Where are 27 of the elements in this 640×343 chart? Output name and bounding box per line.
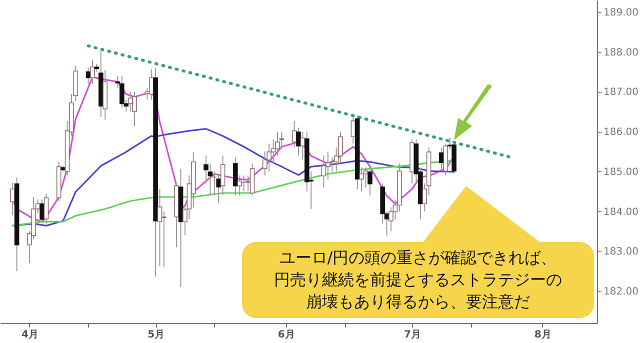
y-tick-label: 183.00 [604, 246, 638, 258]
x-tick-label: 4月 [21, 330, 38, 340]
y-tick-label: 188.00 [604, 47, 638, 58]
annotation: ユーロ/円の頭の重さが確認できれば、円売り継続を前提とするストラテジーの崩壊もあり得るから、要注意だ [273, 247, 563, 313]
candlestick [132, 91, 137, 127]
candlestick [40, 198, 44, 224]
candlestick [120, 75, 124, 108]
y-tick-label: 185.00 [604, 166, 638, 178]
y-tick-label: 186.00 [604, 127, 638, 138]
candlestick [44, 192, 49, 224]
candlestick [233, 157, 238, 196]
x-tick-label: 7月 [404, 330, 421, 340]
y-tick-label: 189.00 [604, 7, 638, 18]
y-tick-label: 187.00 [604, 87, 638, 98]
y-tick-label: 184.00 [604, 206, 638, 218]
candlestick [162, 210, 166, 268]
candlestick [359, 166, 364, 192]
candlestick [90, 59, 95, 84]
candlestick [237, 174, 242, 196]
x-tick-label: 5月 [148, 330, 165, 340]
candlestick [10, 182, 16, 216]
candlestick [266, 143, 272, 172]
candlestick [321, 155, 326, 188]
y-tick-label: 182.00 [604, 286, 638, 298]
x-tick-label: 6月 [278, 330, 295, 340]
candlestick [368, 166, 372, 196]
x-tick-label: 8月 [534, 330, 552, 340]
